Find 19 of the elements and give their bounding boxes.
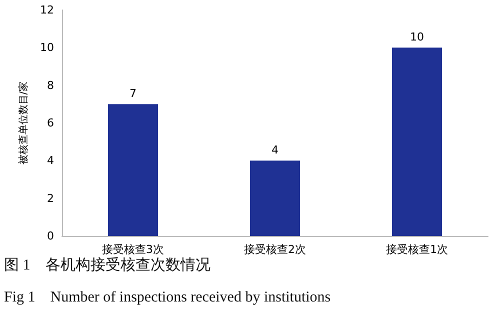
y-tick-label: 4 bbox=[47, 154, 54, 168]
bar bbox=[392, 48, 442, 236]
y-tick-label: 10 bbox=[40, 41, 54, 54]
data-label: 7 bbox=[130, 87, 136, 100]
x-tick-label: 接受核查3次 bbox=[102, 243, 164, 256]
caption: 图 1 各机构接受核查次数情况 bbox=[4, 256, 210, 274]
y-tick-label: 8 bbox=[47, 78, 54, 92]
data-label: 4 bbox=[272, 144, 278, 157]
caption: Fig 1 Number of inspections received by institutions bbox=[4, 290, 331, 306]
x-tick-label: 接受核查2次 bbox=[244, 243, 306, 256]
x-tick-label: 接受核查1次 bbox=[386, 243, 448, 256]
y-axis-title: 被核查单位数目/家 bbox=[18, 81, 30, 165]
y-tick-label: 12 bbox=[40, 4, 54, 16]
bar bbox=[108, 104, 158, 236]
data-label: 10 bbox=[410, 30, 424, 44]
y-tick-label: 0 bbox=[47, 230, 54, 242]
y-tick-label: 6 bbox=[47, 116, 54, 130]
bar bbox=[250, 160, 300, 236]
y-tick-label: 2 bbox=[47, 192, 54, 205]
